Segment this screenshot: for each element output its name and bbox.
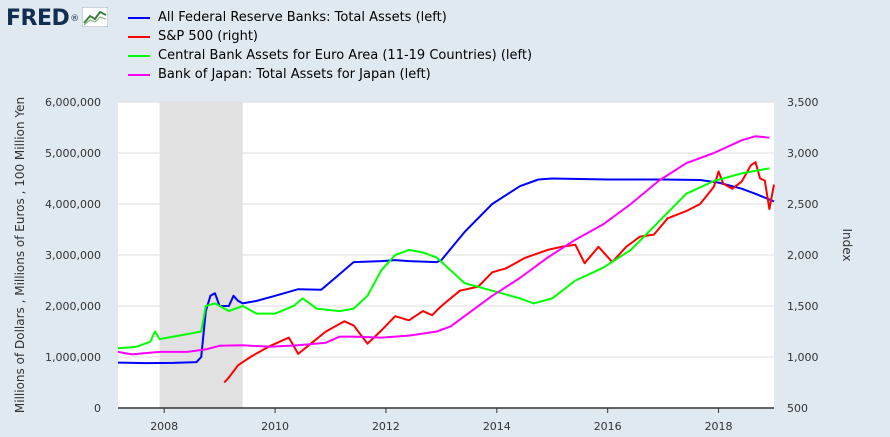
x-tick-label: 2010	[261, 420, 289, 433]
x-tick-label: 2018	[705, 420, 733, 433]
x-tick-label: 2012	[372, 420, 400, 433]
y-tick-left: 0	[94, 402, 101, 415]
legend-label-sp500: S&P 500 (right)	[158, 29, 258, 44]
legend-item-fed[interactable]: All Federal Reserve Banks: Total Assets …	[128, 8, 532, 27]
y-tick-right: 3,000	[787, 147, 819, 160]
legend-swatch-ecb	[128, 54, 150, 57]
y-tick-left: 2,000,000	[45, 300, 101, 313]
legend-swatch-fed	[128, 16, 150, 19]
legend-label-boj: Bank of Japan: Total Assets for Japan (l…	[158, 67, 431, 82]
series-line-3	[117, 135, 770, 356]
x-tick-label: 2014	[483, 420, 511, 433]
legend-label-fed: All Federal Reserve Banks: Total Assets …	[158, 10, 447, 25]
x-tick-label: 2008	[150, 420, 178, 433]
registered-mark: ®	[70, 13, 80, 24]
series-line-0	[117, 177, 775, 365]
legend-item-sp500[interactable]: S&P 500 (right)	[128, 27, 532, 46]
legend-item-ecb[interactable]: Central Bank Assets for Euro Area (11-19…	[128, 46, 532, 65]
y-tick-right: 2,500	[787, 198, 819, 211]
y-tick-right: 1,000	[787, 351, 819, 364]
y-tick-right: 2,000	[787, 249, 819, 262]
logo-text: FRED	[6, 6, 70, 31]
legend-swatch-boj	[128, 73, 150, 76]
y-tick-left: 4,000,000	[45, 198, 101, 211]
y-tick-right: 3,500	[787, 96, 819, 109]
series-line-2	[117, 167, 770, 350]
y-tick-right: 1,500	[787, 300, 819, 313]
y-axis-title-right: Index	[840, 228, 854, 261]
y-tick-left: 6,000,000	[45, 96, 101, 109]
series-line-1	[223, 161, 775, 384]
fred-logo[interactable]: FRED ®	[6, 6, 109, 31]
x-tick-label: 2016	[594, 420, 622, 433]
y-tick-left: 1,000,000	[45, 351, 101, 364]
y-tick-left: 3,000,000	[45, 249, 101, 262]
y-tick-right: 500	[787, 402, 808, 415]
legend-label-ecb: Central Bank Assets for Euro Area (11-19…	[158, 48, 533, 63]
y-axis-title-left: Millions of Dollars , Millions of Euros …	[13, 97, 27, 413]
y-tick-left: 5,000,000	[45, 147, 101, 160]
legend-swatch-sp500	[128, 35, 150, 38]
chart-legend: All Federal Reserve Banks: Total Assets …	[128, 8, 532, 84]
legend-item-boj[interactable]: Bank of Japan: Total Assets for Japan (l…	[128, 65, 532, 84]
